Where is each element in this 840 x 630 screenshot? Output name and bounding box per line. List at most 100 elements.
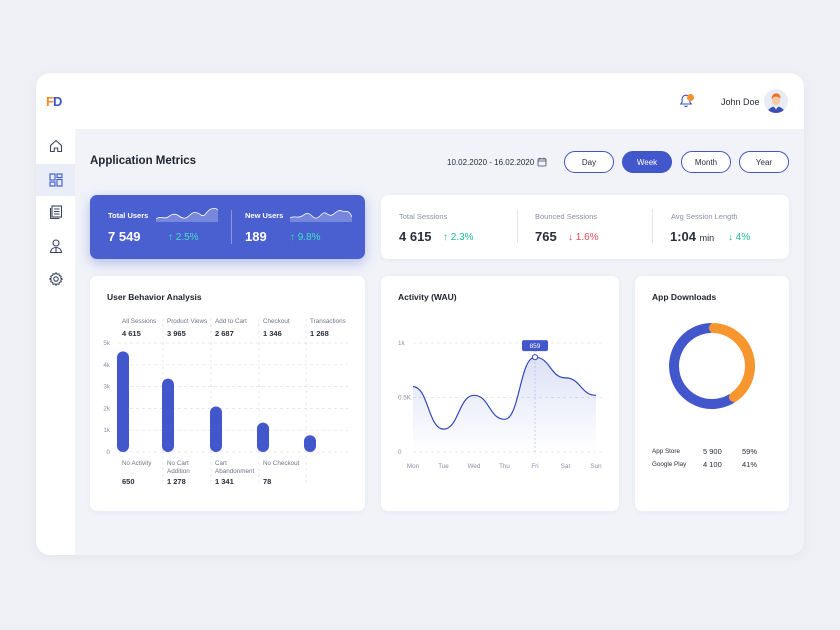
- top-bar: FD John Doe: [36, 73, 804, 129]
- y-tick-label: 1k: [398, 340, 406, 347]
- legend-value: 4 100: [703, 460, 722, 469]
- downloads-card: App Downloads App Store 5 900 59% Google…: [635, 276, 789, 511]
- legend-label: Google Play: [652, 461, 687, 468]
- donut-slice: [708, 323, 755, 403]
- downloads-donut-chart: [669, 323, 755, 409]
- sessions-card: Total Sessions 4 615 ↑ 2.3% Bounced Sess…: [381, 195, 789, 259]
- sidebar-item-settings[interactable]: [36, 263, 75, 295]
- x-tick-label: Tue: [438, 463, 449, 470]
- activity-line-chart: 0 0.5K 1k Mon Tue Wed Thu Fri Sat Sun 859: [398, 340, 602, 470]
- funnel-bar: [257, 422, 269, 452]
- user-behavior-title: User Behavior Analysis: [107, 292, 202, 302]
- funnel-bar: [117, 351, 129, 452]
- column-value: 4 615: [122, 329, 141, 338]
- total-users-label: Total Users: [108, 211, 149, 220]
- x-tick-label: Fri: [531, 463, 538, 470]
- behavior-bar-chart: 0 1k 2k 3k 4k 5k: [103, 318, 348, 484]
- y-tick-label: 2k: [103, 405, 111, 412]
- calendar-icon[interactable]: [537, 157, 547, 167]
- y-tick-label: 0: [106, 449, 110, 456]
- column-value: 1 268: [310, 329, 329, 338]
- column-value: 2 687: [215, 329, 234, 338]
- brand-logo[interactable]: FD: [46, 94, 62, 109]
- funnel-bar: [162, 378, 174, 452]
- funnel-bar: [210, 406, 222, 452]
- dropoff-label: No Cart: [167, 460, 189, 467]
- dropoff-value: 1 341: [215, 477, 234, 486]
- divider: [231, 210, 232, 244]
- activity-card: Activity (WAU) 0 0.5K 1k Mon Tue Wed Thu Fri Sat…: [381, 276, 619, 511]
- period-month-button[interactable]: Month: [681, 151, 731, 173]
- column-value: 1 346: [263, 329, 282, 338]
- sidebar-item-home[interactable]: [36, 130, 75, 162]
- y-tick-label: 0.5K: [398, 395, 412, 402]
- activity-title: Activity (WAU): [398, 292, 457, 302]
- column-label: Add to Cart: [215, 318, 247, 325]
- avg-session-label: Avg Session Length: [671, 212, 738, 221]
- y-tick-label: 3k: [103, 384, 111, 391]
- column-label: All Sessions: [122, 318, 157, 325]
- users-summary-card: Total Users 7 549 ↑ 2.5% New Users 189 ↑…: [90, 195, 365, 259]
- area-fill: [413, 357, 596, 452]
- y-tick-label: 1k: [103, 427, 111, 434]
- total-sessions-label: Total Sessions: [399, 212, 448, 221]
- total-users-value: 7 549: [108, 229, 141, 244]
- donut-slice: [669, 323, 736, 409]
- date-range[interactable]: 10.02.2020 - 16.02.2020: [447, 158, 535, 167]
- new-users-sparkline: [290, 210, 352, 222]
- new-users-delta: ↑ 9.8%: [290, 232, 321, 243]
- home-icon: [49, 139, 62, 153]
- username[interactable]: John Doe: [721, 97, 760, 107]
- y-tick-label: 5k: [103, 340, 111, 347]
- new-users-value: 189: [245, 229, 267, 244]
- column-label: Product Views: [167, 318, 208, 325]
- period-year-button[interactable]: Year: [739, 151, 789, 173]
- period-week-button[interactable]: Week: [622, 151, 672, 173]
- legend-label: App Store: [652, 448, 681, 455]
- total-sessions-value: 4 615: [399, 229, 432, 244]
- total-sessions-delta: ↑ 2.3%: [443, 232, 474, 243]
- dropoff-label: Cart: [215, 460, 227, 467]
- dropoff-value: 650: [122, 477, 135, 486]
- x-tick-label: Sun: [590, 463, 602, 470]
- divider: [652, 209, 653, 243]
- sidebar: [36, 129, 75, 555]
- y-tick-label: 0: [398, 449, 402, 456]
- legend-value: 5 900: [703, 447, 722, 456]
- column-label: Checkout: [263, 318, 290, 325]
- avg-session-value: 1:04 min: [670, 229, 715, 244]
- dropoff-label: No Checkout: [263, 460, 300, 467]
- page-title: Application Metrics: [90, 155, 197, 167]
- highlight-point: [531, 354, 539, 361]
- period-day-button[interactable]: Day: [564, 151, 614, 173]
- dropoff-label: No Activity: [122, 460, 152, 467]
- bounced-sessions-label: Bounced Sessions: [535, 212, 598, 221]
- y-tick-label: 4k: [103, 362, 111, 369]
- sidebar-item-documents[interactable]: [36, 196, 75, 228]
- dropoff-value: 1 278: [167, 477, 186, 486]
- tooltip-value: 859: [530, 343, 541, 350]
- funnel-bar: [304, 435, 316, 452]
- dropoff-label: Addition: [167, 468, 190, 475]
- sidebar-item-dashboard[interactable]: [36, 164, 75, 196]
- dashboard-icon: [48, 173, 63, 187]
- bounced-sessions-value: 765: [535, 229, 557, 244]
- user-icon: [49, 239, 62, 254]
- notification-dot: [687, 94, 694, 101]
- x-tick-label: Wed: [468, 463, 481, 470]
- avg-session-delta: ↓ 4%: [728, 232, 751, 243]
- avatar[interactable]: [764, 89, 788, 113]
- x-tick-label: Mon: [407, 463, 420, 470]
- sidebar-item-users[interactable]: [36, 230, 75, 262]
- legend-percent: 41%: [742, 460, 758, 469]
- dropoff-value: 78: [263, 477, 272, 486]
- divider: [517, 209, 518, 243]
- tooltip-box: [522, 340, 548, 352]
- dropoff-label: Abandonment: [215, 468, 255, 475]
- downloads-title: App Downloads: [652, 292, 717, 302]
- gear-icon: [48, 271, 63, 287]
- series-line: [412, 356, 597, 430]
- total-users-delta: ↑ 2.5%: [168, 232, 199, 243]
- documents-icon: [49, 205, 62, 220]
- column-value: 3 965: [167, 329, 186, 338]
